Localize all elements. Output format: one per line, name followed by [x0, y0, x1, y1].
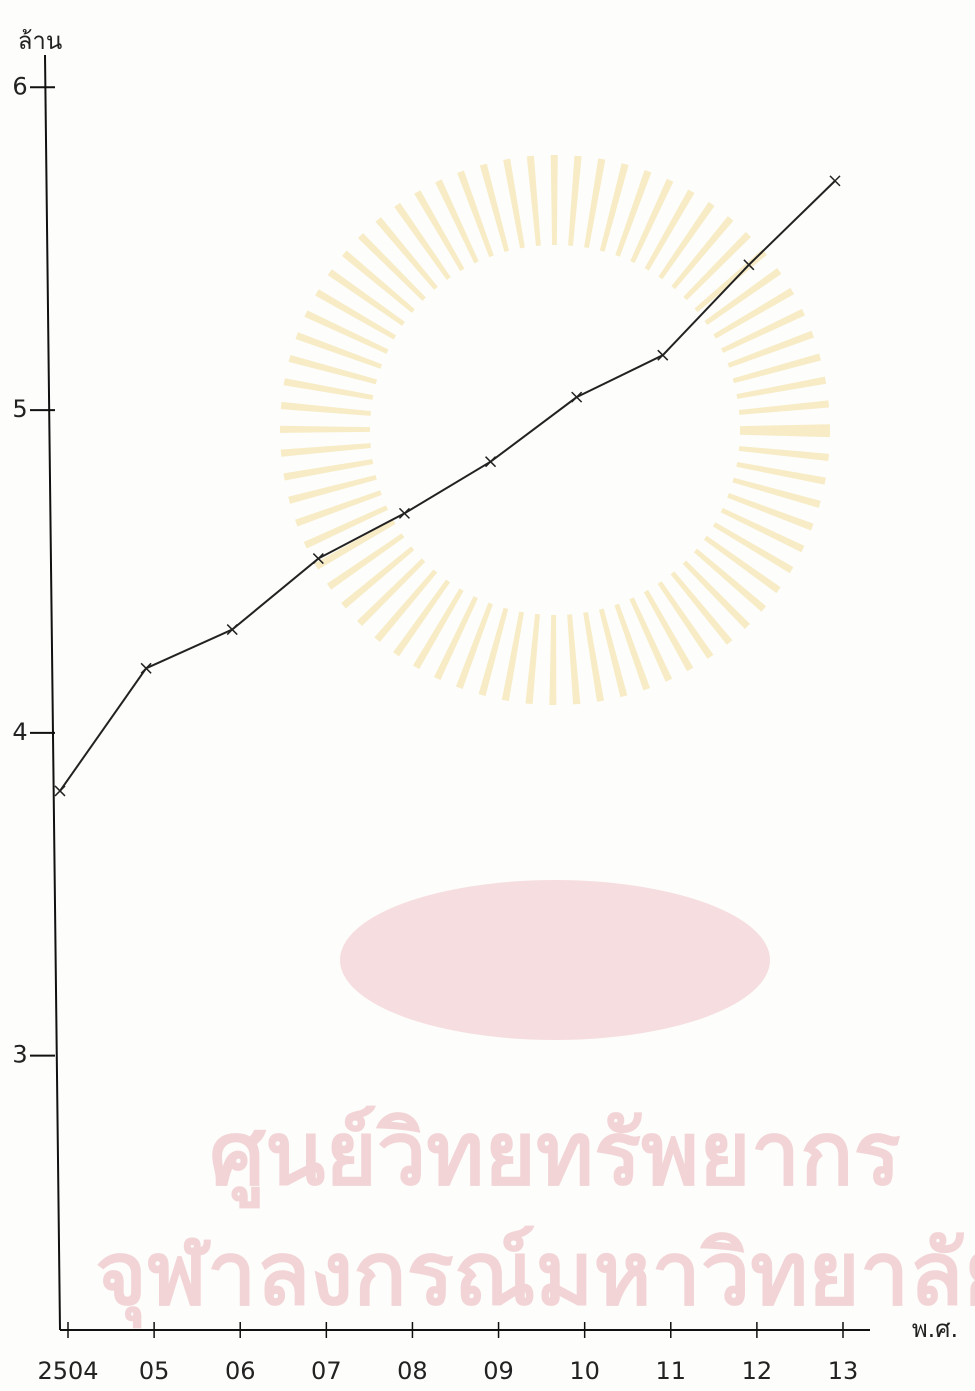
x-tick-label: 06 — [225, 1357, 256, 1385]
data-point — [830, 176, 840, 186]
x-tick-label: 11 — [656, 1357, 687, 1385]
data-point — [55, 786, 65, 796]
x-tick-label: 07 — [311, 1357, 342, 1385]
x-tick-label: 10 — [569, 1357, 600, 1385]
data-point — [572, 392, 582, 402]
y-tick-label: 6 — [12, 72, 27, 100]
watermark-text: จุฬาลงกรณ์มหาวิทยาลัย — [95, 1222, 975, 1329]
data-point — [227, 625, 237, 635]
x-tick-label: 13 — [828, 1357, 859, 1385]
y-tick-label: 4 — [12, 718, 27, 746]
x-tick-label: 05 — [139, 1357, 170, 1385]
watermark-emblem — [340, 880, 770, 1040]
x-tick-label: 12 — [742, 1357, 773, 1385]
y-tick-label: 3 — [12, 1041, 27, 1069]
x-tick-label: 2504 — [37, 1357, 98, 1385]
data-point — [399, 508, 409, 518]
y-tick-label: 5 — [12, 395, 27, 423]
page: ศูนย์วิทยทรัพยากร จุฬาลงกรณ์มหาวิทยาลัย … — [0, 0, 975, 1391]
watermark-text: ศูนย์วิทยทรัพยากร — [209, 1102, 900, 1209]
chart: ศูนย์วิทยทรัพยากร จุฬาลงกรณ์มหาวิทยาลัย … — [0, 0, 975, 1391]
x-tick-label: 09 — [483, 1357, 514, 1385]
data-point — [658, 350, 668, 360]
y-axis-label: ล้าน — [18, 27, 63, 55]
x-axis-label: พ.ศ. — [912, 1315, 958, 1343]
x-tick-label: 08 — [397, 1357, 428, 1385]
data-point — [141, 663, 151, 673]
watermark-rays — [325, 200, 785, 660]
y-axis — [45, 55, 60, 1330]
data-point — [486, 457, 496, 467]
